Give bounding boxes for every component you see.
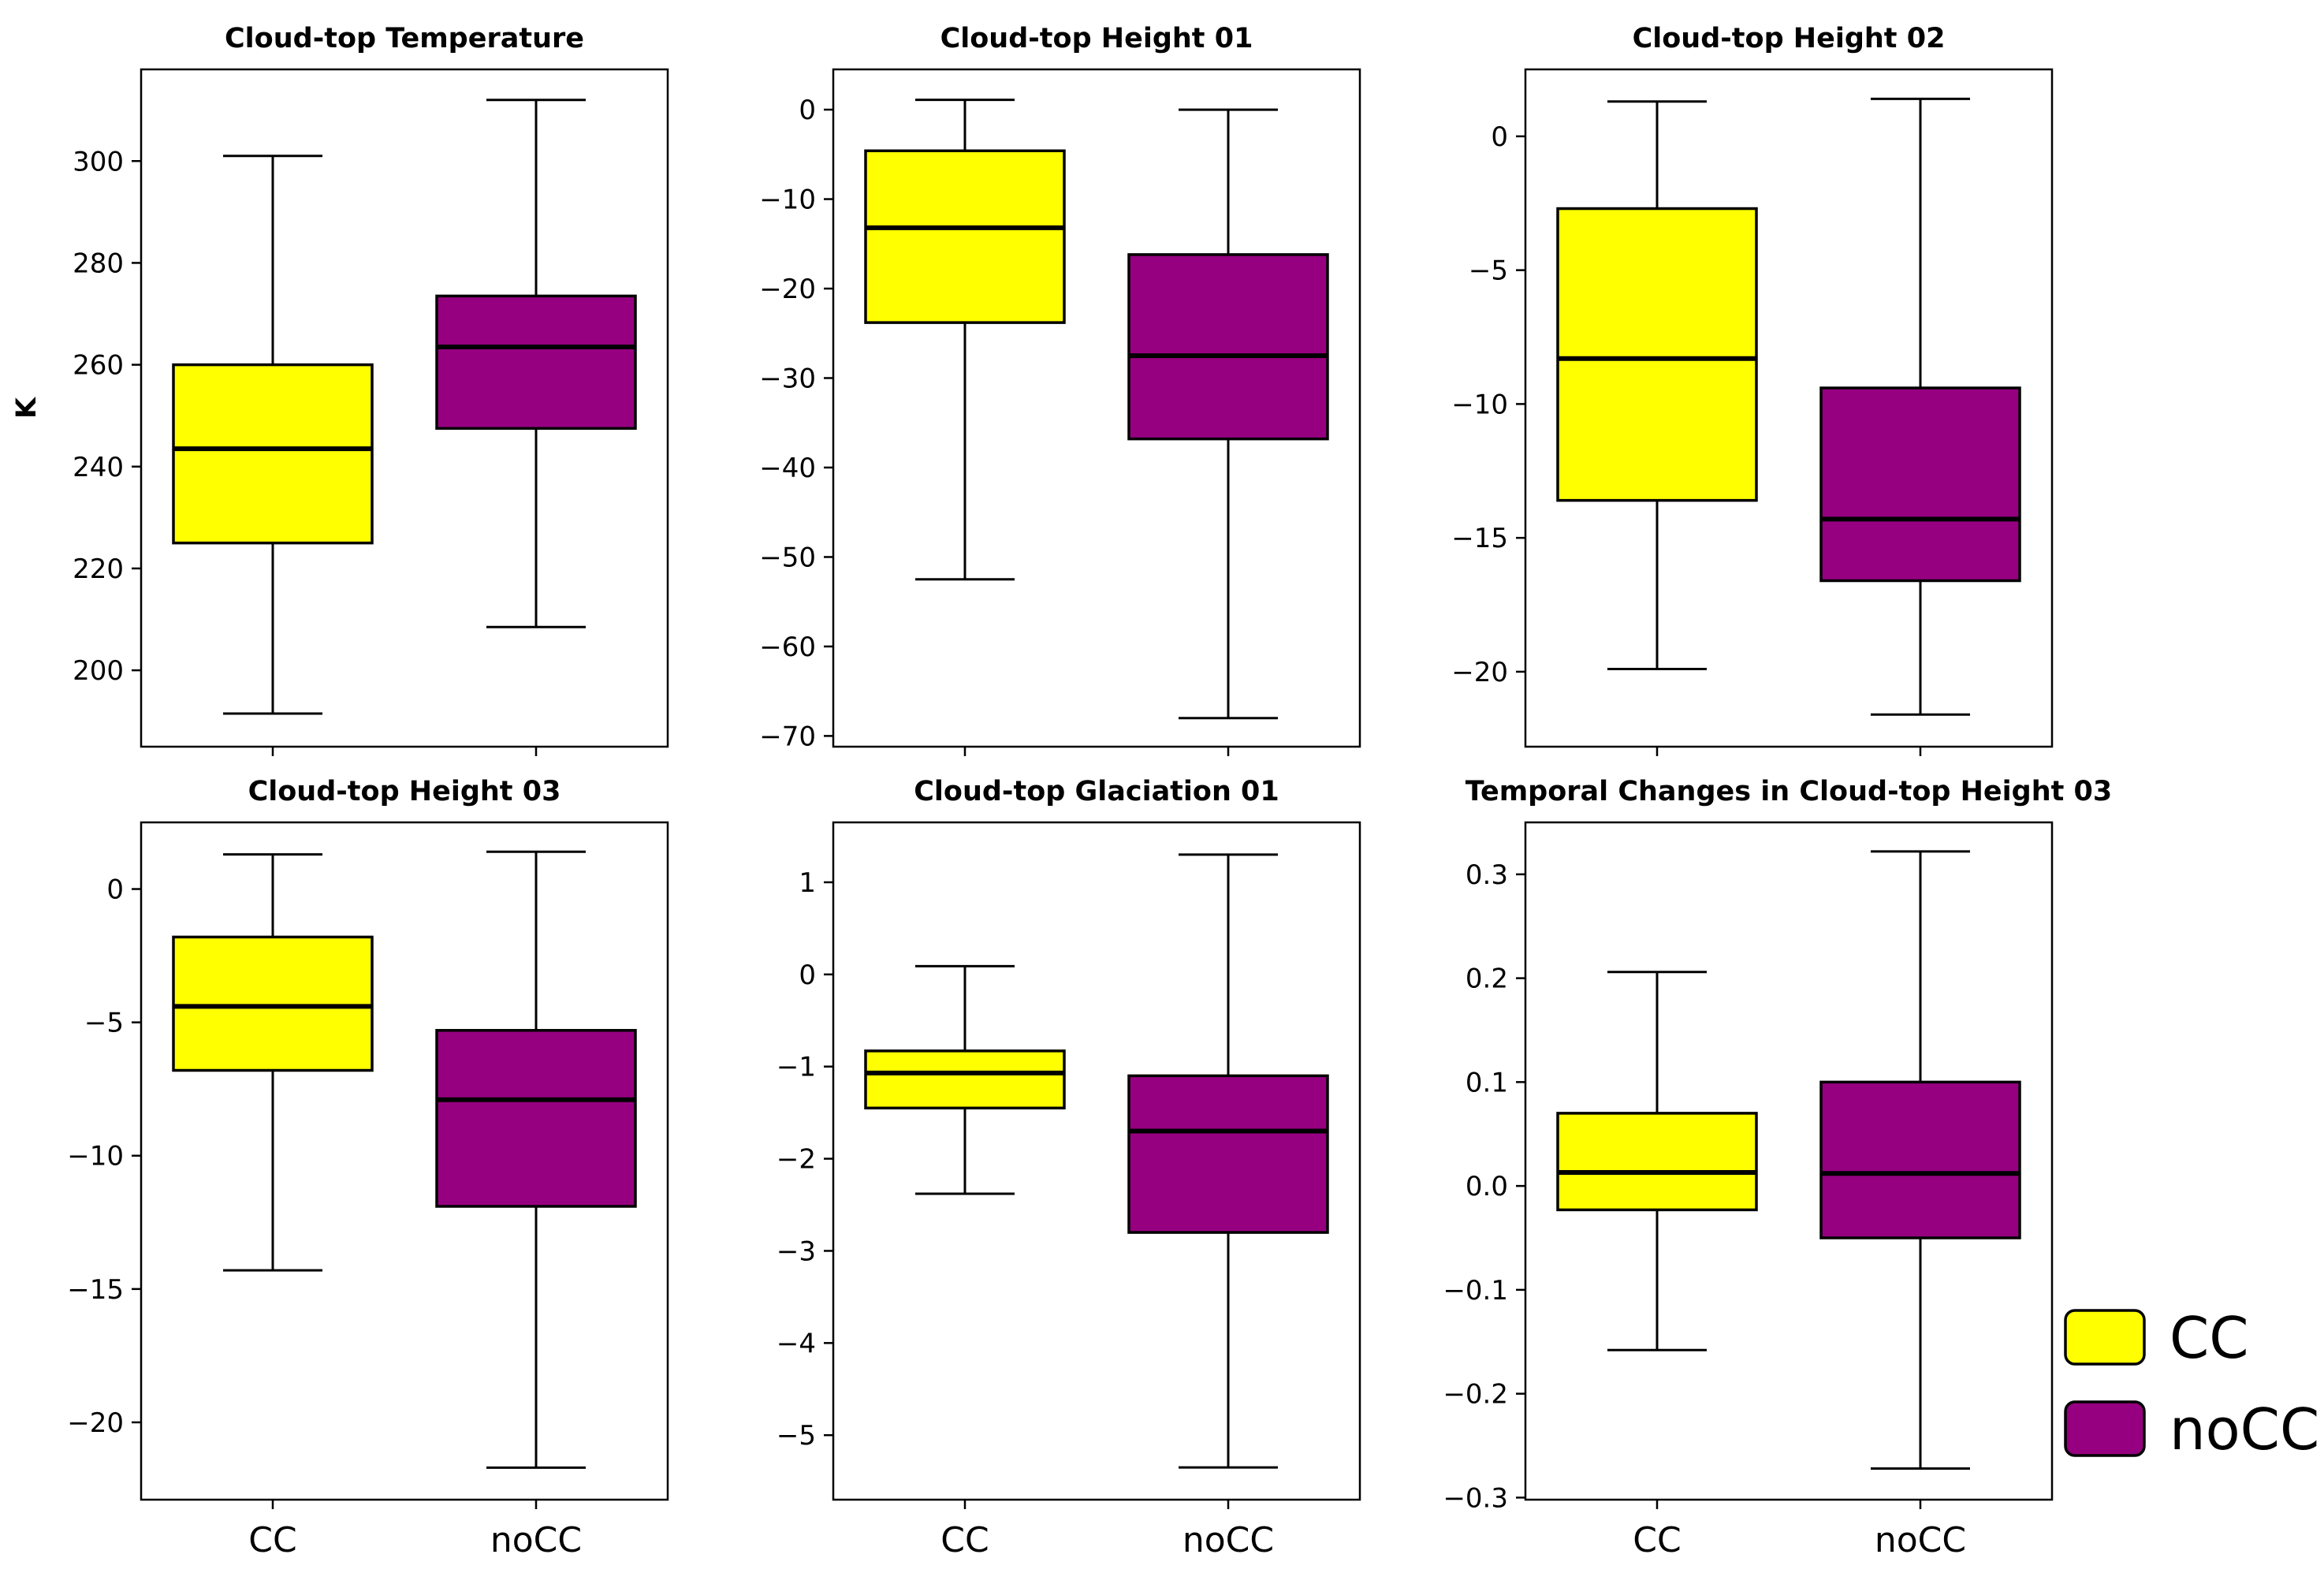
subplot-4: Cloud-top Height 03 −20 −15 −10 −5 0 CC noCC (67, 776, 669, 1560)
axes-frame (140, 68, 669, 748)
axes-frame (1524, 821, 2054, 1501)
box-iqr (1819, 1080, 2021, 1239)
y-axis-label: K (11, 396, 43, 419)
y-tick-label: 0.3 (1466, 859, 1508, 891)
y-tick-label: −70 (759, 721, 816, 752)
subplot-1: Cloud-top Temperature K 200 220 240 260 280 300 (11, 23, 669, 756)
y-tick-label: −3 (777, 1236, 816, 1267)
y-tick-label: −10 (67, 1141, 124, 1172)
box-iqr (435, 294, 637, 431)
legend-swatch-cc (2064, 1309, 2146, 1366)
y-tick-label: 200 (73, 655, 124, 687)
x-category-label: noCC (1182, 1520, 1274, 1560)
y-tick-label: 260 (73, 350, 124, 382)
box-cc (864, 964, 1066, 1195)
box-cc (864, 99, 1066, 581)
axes-frame (1524, 68, 2054, 748)
y-tick-label: −40 (759, 453, 816, 484)
box-nocc (1819, 850, 2021, 1470)
x-category-label: CC (248, 1520, 296, 1560)
box-cc (1556, 971, 1758, 1351)
box-iqr (1819, 386, 2021, 583)
box-iqr (864, 149, 1066, 324)
y-tick-label: −0.1 (1443, 1275, 1508, 1306)
box-cc (172, 155, 374, 715)
subplot-title: Cloud-top Height 01 (940, 23, 1253, 54)
box-cc (1556, 100, 1758, 671)
box-iqr (1127, 253, 1329, 441)
y-tick-label: 0 (1491, 121, 1508, 153)
legend-label-cc: CC (2169, 1305, 2249, 1371)
y-tick-label: −15 (1451, 523, 1508, 554)
y-tick-label: −15 (67, 1274, 124, 1306)
legend: CC noCC (2064, 1305, 2319, 1463)
y-tick-label: −20 (67, 1407, 124, 1439)
subplot-title: Cloud-top Glaciation 01 (914, 776, 1279, 807)
subplot-title: Cloud-top Temperature (225, 23, 584, 54)
y-tick-label: −10 (759, 185, 816, 216)
y-tick-label: 0.0 (1466, 1171, 1508, 1202)
y-tick-label: −10 (1451, 389, 1508, 420)
y-tick-label: −30 (759, 363, 816, 394)
subplot-6: Temporal Changes in Cloud-top Height 03 −… (1443, 776, 2112, 1560)
box-iqr (864, 1049, 1066, 1110)
box-nocc (435, 99, 637, 628)
y-tick-label: −0.2 (1443, 1379, 1508, 1411)
y-tick-label: −5 (777, 1420, 816, 1452)
x-category-label: noCC (1875, 1520, 1966, 1560)
x-category-label: noCC (490, 1520, 582, 1560)
subplot-title: Cloud-top Height 03 (248, 776, 561, 807)
y-tick-label: −1 (777, 1052, 816, 1083)
y-tick-label: −4 (777, 1328, 816, 1359)
x-category-label: CC (940, 1520, 989, 1560)
y-tick-label: 240 (73, 452, 124, 483)
box-iqr (1556, 1112, 1758, 1212)
subplot-grid: Cloud-top Temperature K 200 220 240 260 280 300… (11, 23, 2112, 1560)
y-tick-label: −2 (777, 1144, 816, 1176)
x-category-label: CC (1633, 1520, 1681, 1560)
y-tick-label: −0.3 (1443, 1482, 1508, 1514)
axes-frame (832, 821, 1361, 1501)
y-tick-label: 220 (73, 554, 124, 585)
box-iqr (172, 935, 374, 1072)
legend-label-nocc: noCC (2169, 1396, 2319, 1463)
y-tick-label: 0 (106, 874, 124, 906)
box-iqr (1556, 207, 1758, 502)
y-tick-label: −20 (1451, 657, 1508, 688)
subplot-2: Cloud-top Height 01 −70 −60 −50 −40 −30 −20 −10… (759, 23, 1361, 756)
y-tick-label: 0 (799, 960, 816, 991)
y-tick-label: 0 (799, 95, 816, 126)
y-tick-label: 1 (799, 867, 816, 899)
box-iqr (435, 1029, 637, 1208)
legend-swatch-nocc (2064, 1400, 2146, 1457)
y-tick-label: 300 (73, 146, 124, 177)
y-tick-label: 0.2 (1466, 964, 1508, 995)
box-iqr (1127, 1074, 1329, 1234)
box-nocc (1127, 853, 1329, 1469)
box-cc (172, 853, 374, 1272)
box-iqr (172, 363, 374, 545)
y-tick-label: 280 (73, 248, 124, 279)
y-tick-label: −60 (759, 632, 816, 663)
axes-frame (140, 821, 669, 1501)
axes-frame (832, 68, 1361, 748)
box-nocc (435, 850, 637, 1469)
subplot-title: Cloud-top Height 02 (1633, 23, 1946, 54)
y-tick-label: −5 (1469, 255, 1508, 287)
y-tick-label: −5 (84, 1008, 124, 1039)
y-tick-label: −50 (759, 542, 816, 573)
y-tick-label: 0.1 (1466, 1067, 1508, 1098)
box-nocc (1819, 97, 2021, 716)
y-tick-label: −20 (759, 274, 816, 305)
subplot-5: Cloud-top Glaciation 01 −5 −4 −3 −2 −1 0 1 CC noC… (777, 776, 1361, 1560)
subplot-title: Temporal Changes in Cloud-top Height 03 (1466, 776, 2113, 807)
box-nocc (1127, 108, 1329, 720)
subplot-3: Cloud-top Height 02 −20 −15 −10 −5 0 (1451, 23, 2054, 756)
